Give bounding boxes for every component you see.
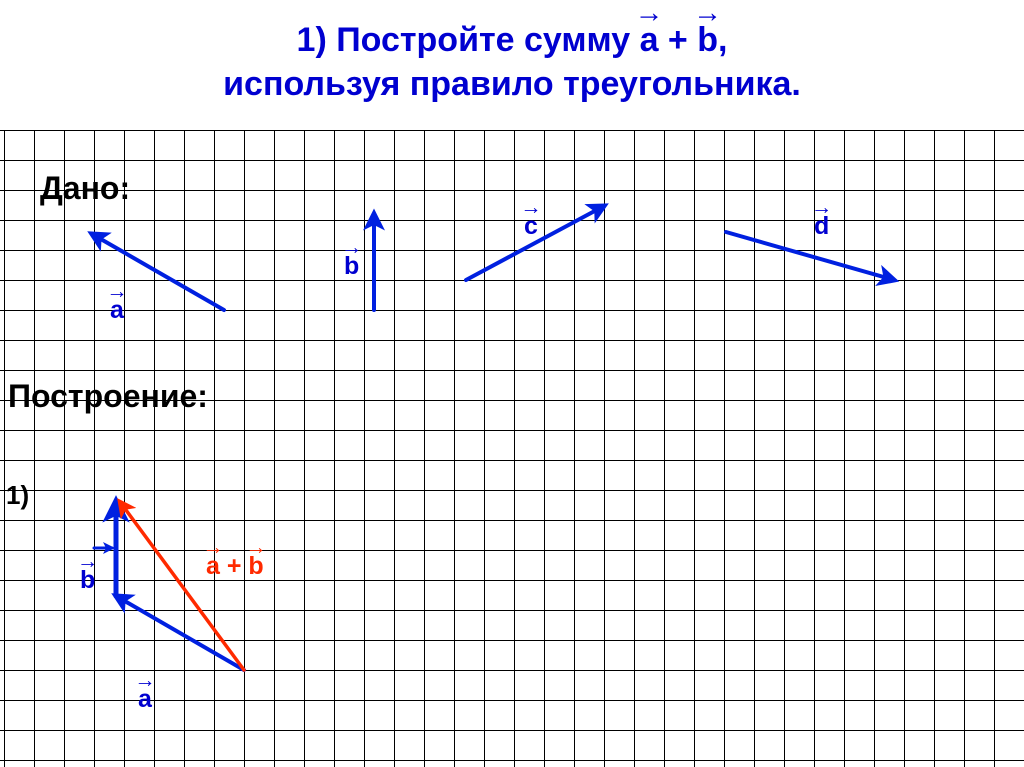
vector-label: b — [344, 252, 359, 281]
title-vec-b: b — [697, 18, 718, 62]
vector-label: d — [814, 212, 829, 241]
vector-label: a — [138, 685, 152, 714]
sum-vec-b: b — [248, 552, 263, 581]
title-area: 1) Постройте сумму a + b, используя прав… — [0, 0, 1024, 118]
label-item1: 1) — [6, 480, 29, 511]
sum-plus: + — [220, 552, 249, 580]
title-line-1: 1) Постройте сумму a + b, — [0, 18, 1024, 62]
vector-label: b — [80, 566, 95, 595]
title-prefix: 1) Постройте сумму — [297, 21, 640, 59]
vector-label: a — [110, 296, 124, 325]
vector-constr-a — [116, 596, 244, 670]
label-construction: Построение: — [8, 378, 208, 415]
title-vec-a: a — [640, 18, 659, 62]
title-line-2: используя правило треугольника. — [0, 62, 1024, 106]
sum-vec-a: a — [206, 552, 220, 581]
vector-constr-sum — [120, 502, 244, 670]
sum-label: a + b — [206, 552, 264, 581]
vector-label: c — [524, 212, 538, 241]
label-given: Дано: — [40, 170, 130, 207]
title-plus: + — [658, 21, 697, 59]
vector-given-d — [726, 232, 894, 280]
